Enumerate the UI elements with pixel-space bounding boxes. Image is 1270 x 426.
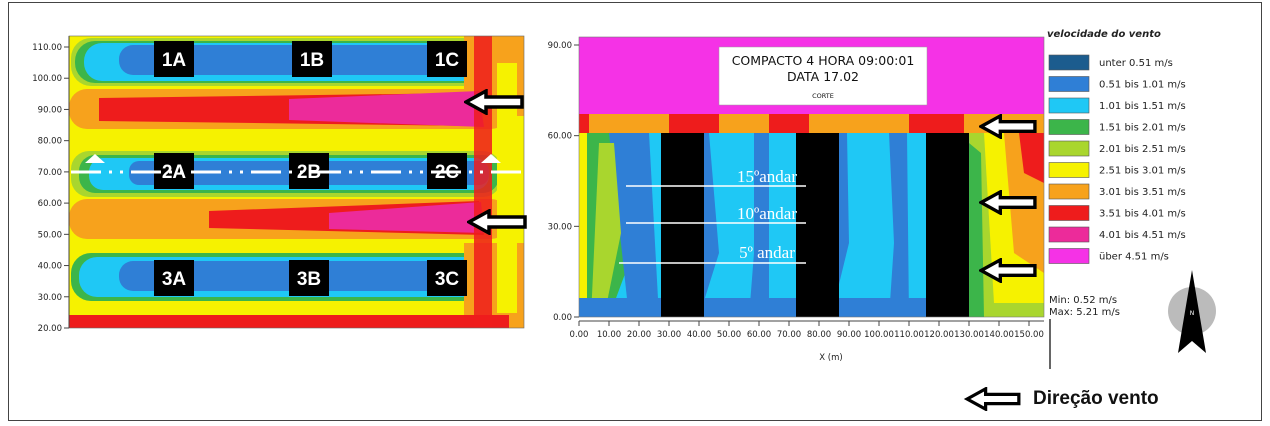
legend-swatch bbox=[1048, 54, 1090, 71]
section-x-tick-label: 70.00 bbox=[777, 330, 801, 340]
section-y-tick-label: 60.00 bbox=[548, 132, 572, 142]
cut-marker-left-icon bbox=[85, 154, 105, 163]
section-building bbox=[661, 133, 704, 317]
section-x-tick-label: 150.00 bbox=[1014, 330, 1044, 340]
cut-marker-right-icon bbox=[481, 154, 501, 163]
plan-y-tick-label: 40.00 bbox=[38, 262, 62, 272]
legend-title: velocidade do vento bbox=[1047, 29, 1161, 40]
legend-label: 3.01 bis 3.51 m/s bbox=[1099, 187, 1186, 198]
building-1b: 1B bbox=[292, 41, 332, 77]
legend-swatch bbox=[1048, 226, 1090, 243]
section-building bbox=[796, 133, 839, 317]
floor-label-5: 5º andar bbox=[739, 243, 795, 262]
section-x-tick-label: 80.00 bbox=[807, 330, 831, 340]
legend-swatch bbox=[1048, 183, 1090, 200]
legend-min: Min: 0.52 m/s bbox=[1049, 295, 1117, 306]
section-x-tick-label: 20.00 bbox=[627, 330, 651, 340]
north-label: N bbox=[1190, 310, 1195, 317]
plan-y-tick-label: 70.00 bbox=[38, 168, 62, 178]
legend-label: 2.51 bis 3.01 m/s bbox=[1099, 166, 1186, 177]
plan-y-tick-label: 20.00 bbox=[38, 324, 62, 334]
building-1a: 1A bbox=[154, 41, 194, 77]
section-x-tick-label: 0.00 bbox=[570, 330, 589, 340]
building-3b: 3B bbox=[289, 260, 329, 296]
section-x-tick-label: 30.00 bbox=[657, 330, 681, 340]
building-label: 2B bbox=[297, 162, 321, 183]
legend-label: 1.51 bis 2.01 m/s bbox=[1099, 123, 1186, 134]
wind-direction-caption: Direção vento bbox=[1033, 388, 1159, 409]
building-1c: 1C bbox=[427, 41, 467, 77]
plan-y-tick-label: 110.00 bbox=[32, 43, 62, 53]
section-title-box: COMPACTO 4 HORA 09:00:01 DATA 17.02 CORT… bbox=[718, 46, 928, 106]
section-x-tick-label: 130.00 bbox=[954, 330, 984, 340]
section-y-tick-label: 0.00 bbox=[553, 313, 572, 323]
legend-label: unter 0.51 m/s bbox=[1099, 58, 1173, 69]
legend-label: über 4.51 m/s bbox=[1099, 252, 1169, 263]
section-x-tick-label: 10.00 bbox=[597, 330, 621, 340]
plan-y-tick-label: 90.00 bbox=[38, 105, 62, 115]
section-x-tick-label: 40.00 bbox=[687, 330, 711, 340]
legend-swatch bbox=[1048, 248, 1090, 264]
legend-label: 4.01 bis 4.51 m/s bbox=[1099, 230, 1186, 241]
building-label: 1C bbox=[435, 50, 460, 71]
legend-swatch bbox=[1048, 162, 1090, 178]
section-building bbox=[926, 133, 969, 317]
building-label: 3C bbox=[435, 269, 460, 290]
legend-label: 1.01 bis 1.51 m/s bbox=[1099, 101, 1186, 112]
section-y-axis: 90.00 60.00 30.00 0.00 bbox=[548, 41, 579, 323]
plan-y-tick-label: 60.00 bbox=[38, 199, 62, 209]
plan-buildings: 1A 1B 1C 2A 2B 2C 3A 3B 3C bbox=[154, 41, 467, 296]
section-x-tick-label: 50.00 bbox=[717, 330, 741, 340]
legend-label: 3.51 bis 4.01 m/s bbox=[1099, 209, 1186, 220]
figure-canvas: 110.00100.0090.0080.0070.0060.0050.0040.… bbox=[32, 29, 1216, 411]
building-label: 2A bbox=[162, 162, 187, 183]
section-y-tick-label: 90.00 bbox=[548, 41, 572, 51]
section-cut-line bbox=[71, 154, 529, 174]
section-title-line1: COMPACTO 4 HORA 09:00:01 bbox=[732, 53, 915, 68]
building-3a: 3A bbox=[154, 260, 194, 296]
floor-label-15: 15ºandar bbox=[737, 167, 797, 186]
section-x-label: X (m) bbox=[819, 353, 842, 363]
section-x-tick-label: 90.00 bbox=[837, 330, 861, 340]
legend-label: 2.01 bis 2.51 m/s bbox=[1099, 144, 1186, 155]
plan-y-axis: 110.00 100.00 90.00 80.00 70.00 60.00 50.00 40.… bbox=[32, 43, 69, 334]
building-label: 1B bbox=[300, 50, 324, 71]
building-3c: 3C bbox=[427, 260, 467, 296]
legend-swatch bbox=[1048, 140, 1090, 157]
building-2a: 2A bbox=[154, 153, 194, 189]
legend-max: Max: 5.21 m/s bbox=[1049, 307, 1120, 318]
section-x-tick-label: 60.00 bbox=[747, 330, 771, 340]
section-x-tick-label: 100.00 bbox=[864, 330, 894, 340]
section-x-axis: 0.00 10.00 20.00 30.00 40.00 50.00 60.00 70.00 8… bbox=[570, 320, 1044, 340]
floor-markers: 15ºandar 10ºandar 5º andar bbox=[619, 167, 806, 264]
section-y-tick-label: 30.00 bbox=[548, 222, 572, 232]
wind-direction-arrow-icon bbox=[965, 387, 1021, 411]
building-label: 3A bbox=[162, 269, 187, 290]
plan-y-tick-label: 50.00 bbox=[38, 230, 62, 240]
section-x-tick-label: 110.00 bbox=[894, 330, 924, 340]
north-arrow-icon: N bbox=[1168, 270, 1216, 353]
section-x-tick-label: 120.00 bbox=[924, 330, 954, 340]
legend: unter 0.51 m/s 0.51 bis 1.01 m/s 1.01 bis … bbox=[1048, 54, 1186, 264]
section-x-tick-label: 140.00 bbox=[984, 330, 1014, 340]
section-title-line3: CORTE bbox=[812, 92, 834, 100]
legend-swatch bbox=[1048, 76, 1090, 92]
building-label: 1A bbox=[162, 50, 187, 71]
legend-swatch bbox=[1048, 97, 1090, 114]
floor-label-10: 10ºandar bbox=[737, 204, 797, 223]
legend-label: 0.51 bis 1.01 m/s bbox=[1099, 80, 1186, 91]
section-title-line2: DATA 17.02 bbox=[787, 69, 859, 84]
figure-frame: 110.00 100.00 90.00 80.00 70.00 60.00 50.00 40.… bbox=[8, 2, 1262, 421]
legend-swatch bbox=[1048, 205, 1090, 221]
building-label: 3B bbox=[297, 269, 321, 290]
plan-y-tick-label: 100.00 bbox=[32, 74, 62, 84]
legend-swatch bbox=[1048, 119, 1090, 135]
plan-y-tick-label: 30.00 bbox=[38, 293, 62, 303]
plan-y-tick-label: 80.00 bbox=[38, 137, 62, 147]
